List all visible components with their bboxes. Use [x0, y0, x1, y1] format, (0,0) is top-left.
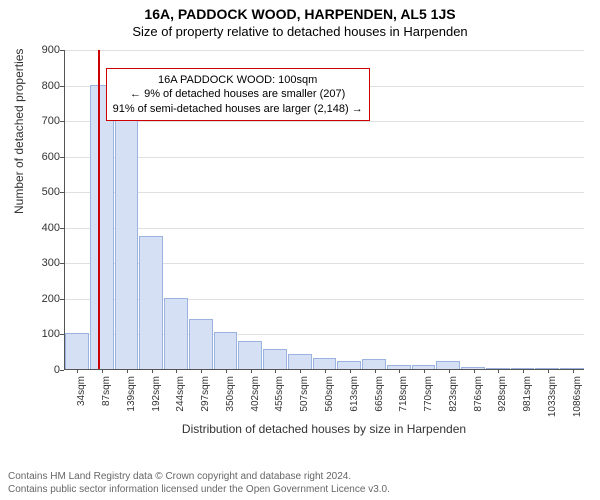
histogram-bar: [288, 354, 312, 369]
page-title-1: 16A, PADDOCK WOOD, HARPENDEN, AL5 1JS: [0, 0, 600, 22]
y-tick-label: 100: [0, 328, 60, 340]
x-tick-label: 34sqm: [76, 376, 87, 426]
y-tick-label: 500: [0, 186, 60, 198]
x-tick-label: 192sqm: [151, 376, 162, 426]
x-tick-label: 507sqm: [299, 376, 310, 426]
histogram-bar: [214, 332, 238, 369]
annot-line1: 16A PADDOCK WOOD: 100sqm: [113, 73, 363, 87]
y-tick-label: 200: [0, 293, 60, 305]
marker-line: [98, 50, 100, 369]
histogram-bar: [189, 319, 213, 369]
x-axis-label: Distribution of detached houses by size …: [64, 422, 584, 436]
x-tick-label: 823sqm: [448, 376, 459, 426]
x-tick-label: 1033sqm: [547, 376, 558, 426]
x-tick-label: 139sqm: [126, 376, 137, 426]
histogram-bar: [115, 117, 139, 369]
chart-container: Number of detached properties 0100200300…: [0, 44, 600, 440]
page-title-2: Size of property relative to detached ho…: [0, 22, 600, 43]
plot-area: 16A PADDOCK WOOD: 100sqm ← 9% of detache…: [64, 50, 584, 370]
histogram-bar: [337, 361, 361, 369]
x-tick-label: 928sqm: [497, 376, 508, 426]
histogram-bar: [263, 349, 287, 369]
y-tick-label: 400: [0, 222, 60, 234]
histogram-bar: [238, 341, 262, 369]
y-tick-label: 0: [0, 364, 60, 376]
x-tick-label: 350sqm: [225, 376, 236, 426]
annot-line2: ← 9% of detached houses are smaller (207…: [113, 87, 363, 101]
histogram-bar: [313, 358, 337, 369]
x-tick-label: 876sqm: [473, 376, 484, 426]
x-tick-label: 1086sqm: [572, 376, 583, 426]
histogram-bar: [65, 333, 89, 369]
y-tick-label: 900: [0, 44, 60, 56]
y-tick-label: 600: [0, 151, 60, 163]
x-tick-label: 455sqm: [274, 376, 285, 426]
y-tick-label: 800: [0, 80, 60, 92]
histogram-bar: [436, 361, 460, 369]
x-tick-label: 402sqm: [250, 376, 261, 426]
x-tick-label: 244sqm: [175, 376, 186, 426]
x-tick-label: 770sqm: [423, 376, 434, 426]
y-tick-label: 300: [0, 257, 60, 269]
histogram-bar: [164, 298, 188, 369]
x-tick-label: 297sqm: [200, 376, 211, 426]
y-tick-label: 700: [0, 115, 60, 127]
annot-line3: 91% of semi-detached houses are larger (…: [113, 102, 363, 116]
x-tick-label: 981sqm: [522, 376, 533, 426]
histogram-bar: [362, 359, 386, 369]
footer-line1: Contains HM Land Registry data © Crown c…: [8, 470, 592, 483]
footer: Contains HM Land Registry data © Crown c…: [8, 470, 592, 496]
x-tick-label: 87sqm: [101, 376, 112, 426]
x-tick-label: 613sqm: [349, 376, 360, 426]
x-tick-label: 665sqm: [374, 376, 385, 426]
histogram-bar: [139, 236, 163, 369]
x-tick-label: 718sqm: [398, 376, 409, 426]
x-tick-label: 560sqm: [324, 376, 335, 426]
footer-line2: Contains public sector information licen…: [8, 483, 592, 496]
annotation-box: 16A PADDOCK WOOD: 100sqm ← 9% of detache…: [106, 68, 370, 121]
histogram-bar: [90, 85, 114, 369]
